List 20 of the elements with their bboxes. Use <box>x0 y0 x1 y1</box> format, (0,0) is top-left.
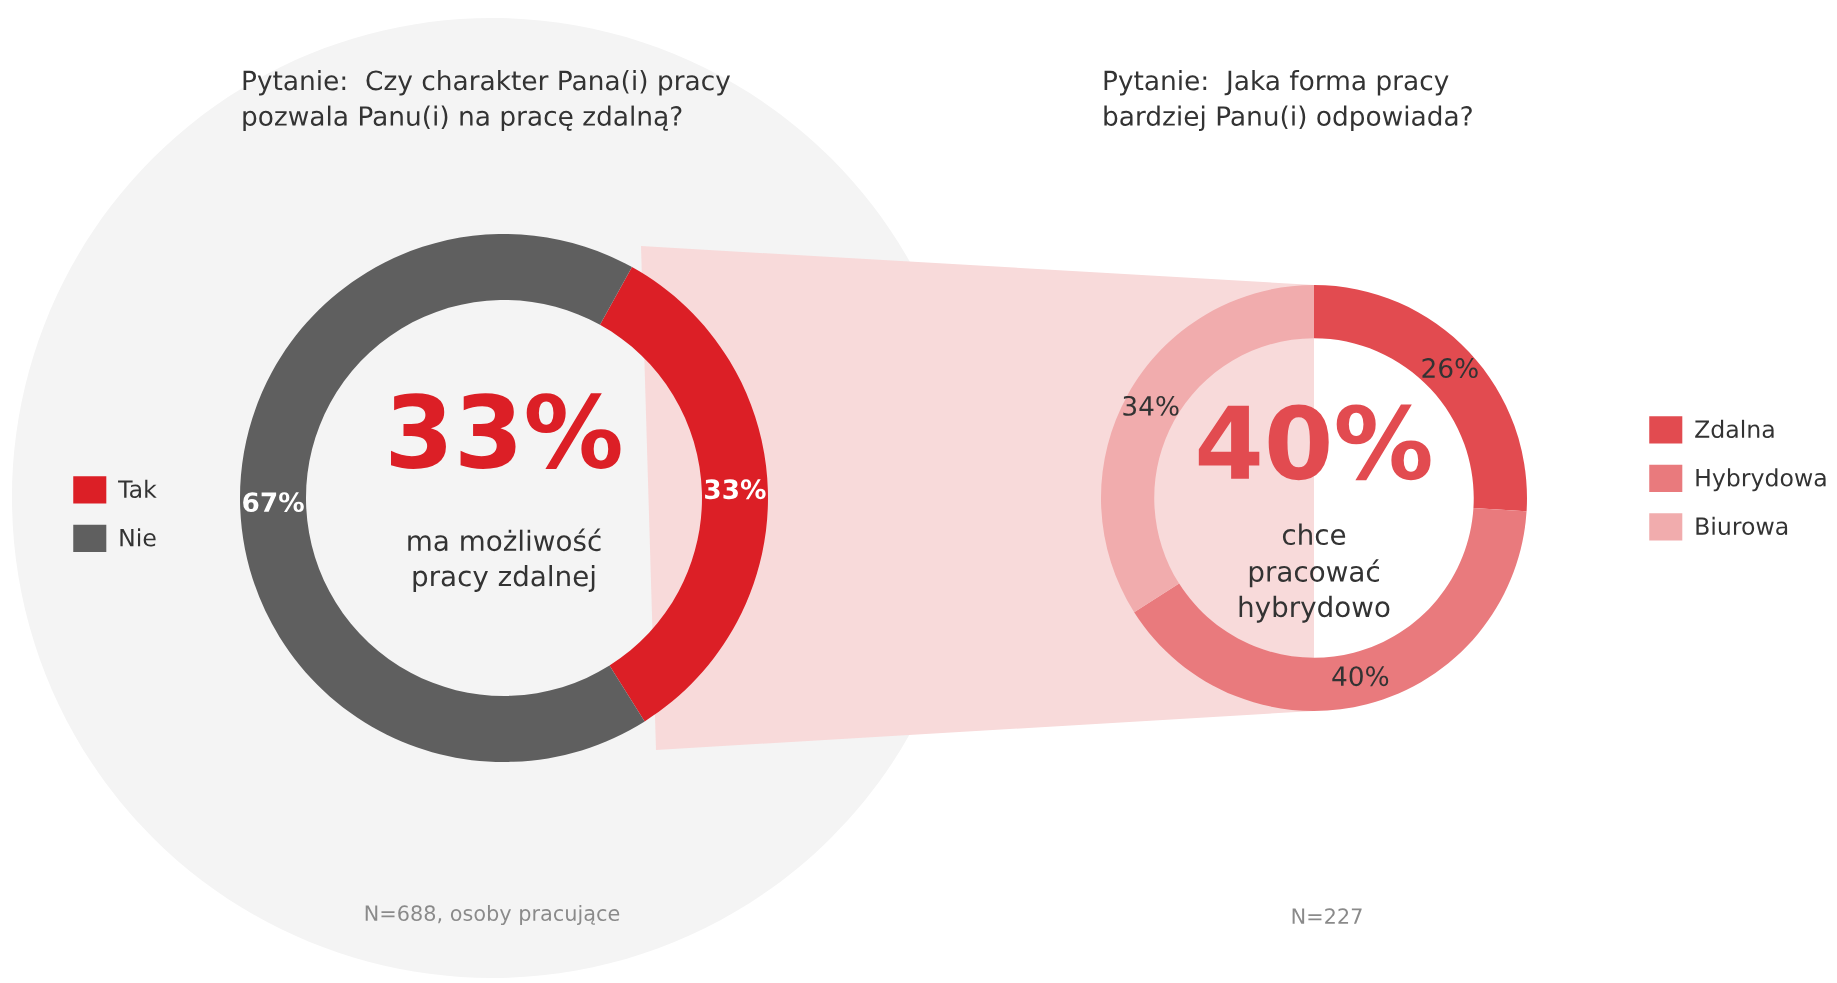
data-label: 40% <box>1332 666 1389 687</box>
chart-title: Pytanie: Czy charakter Pana(i) pracy pozwala Panu(i) na pracę zdalną? <box>243 70 731 132</box>
data-label: 26% <box>1422 358 1478 379</box>
text: N=227 <box>1292 908 1362 924</box>
text: chce pracować hybrydowo <box>1239 523 1390 623</box>
donut-slice <box>240 234 645 762</box>
chart-title: Pytanie: Jaka forma pracy bardziej Panu(i) odpowiada? <box>1104 70 1472 132</box>
text: N=688, osoby pracujące <box>365 904 620 926</box>
data-label: 67% <box>243 492 304 513</box>
text: 40% <box>1198 404 1431 481</box>
data-label: 33% <box>705 479 766 500</box>
donut-slice <box>1134 508 1527 711</box>
legend-label: Zdalna <box>1695 419 1774 439</box>
text: 33% <box>391 393 621 469</box>
legend-label: Biurowa <box>1696 516 1788 536</box>
legend-label: Nie <box>120 528 156 547</box>
data-label: 34% <box>1123 395 1179 416</box>
legend-label: Tak <box>118 479 157 499</box>
text: ma możliwość pracy zdalnej <box>408 528 601 592</box>
legend-label: Hybrydowa <box>1696 468 1826 492</box>
